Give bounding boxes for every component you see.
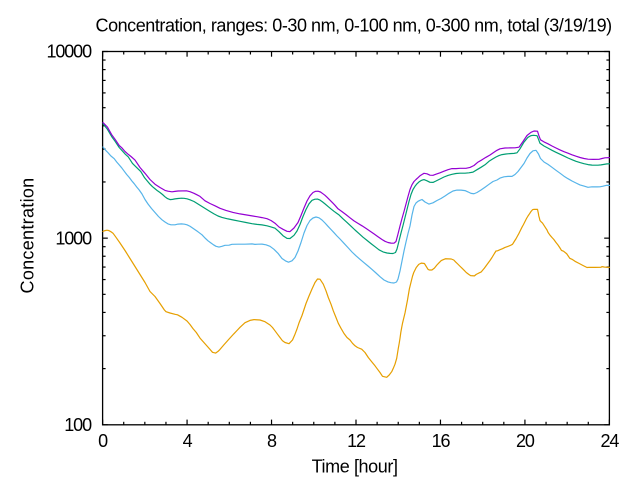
svg-text:1000: 1000 xyxy=(55,228,92,248)
svg-text:24: 24 xyxy=(600,431,619,451)
svg-text:16: 16 xyxy=(432,431,451,451)
svg-text:12: 12 xyxy=(347,431,366,451)
svg-text:Time [hour]: Time [hour] xyxy=(312,456,398,476)
svg-text:8: 8 xyxy=(267,431,277,451)
svg-text:0: 0 xyxy=(98,431,108,451)
svg-text:100: 100 xyxy=(64,415,92,435)
svg-text:4: 4 xyxy=(183,431,193,451)
svg-text:10000: 10000 xyxy=(46,42,92,62)
svg-text:Concentration: Concentration xyxy=(18,178,38,294)
svg-text:20: 20 xyxy=(516,431,535,451)
svg-text:Concentration, ranges: 0-30 nm: Concentration, ranges: 0-30 nm, 0-100 nm… xyxy=(96,15,612,35)
